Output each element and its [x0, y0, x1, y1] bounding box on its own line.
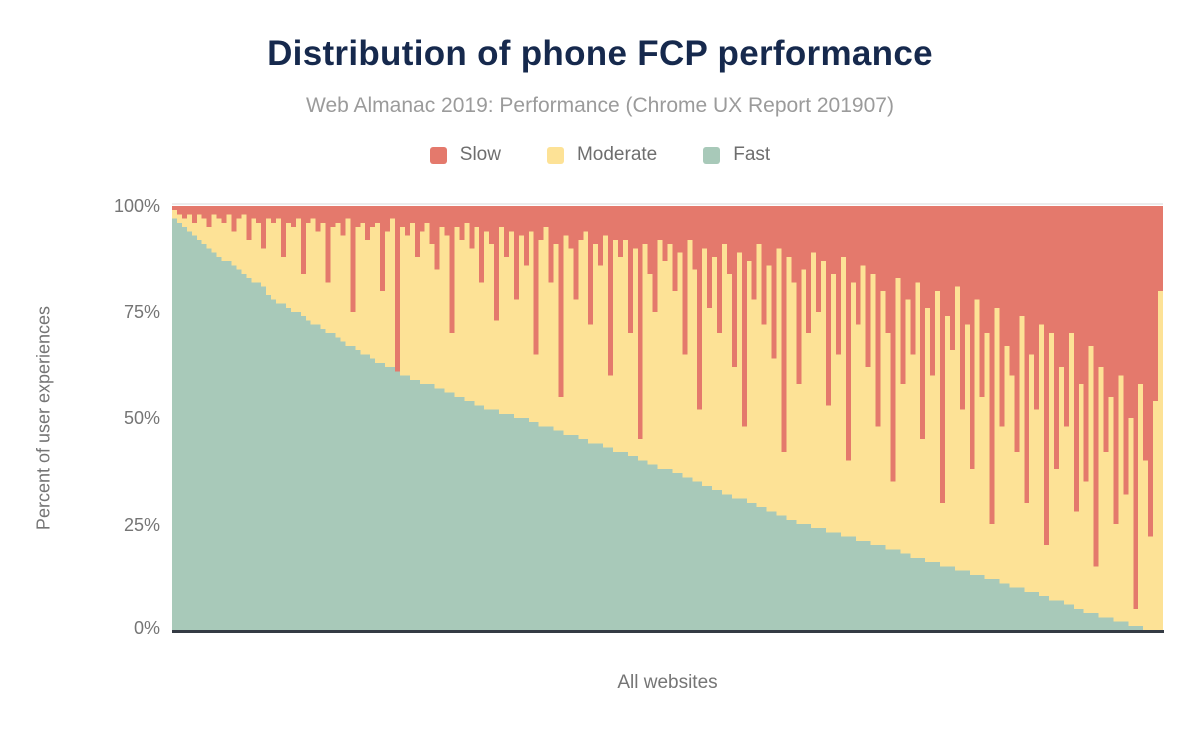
slow-color-swatch-icon — [429, 146, 447, 164]
stacked-bar-plot — [172, 206, 1163, 630]
gridline-100-percent — [172, 203, 1163, 205]
stacked-bars-svg — [172, 206, 1163, 630]
y-tick-50: 50% — [123, 408, 160, 428]
x-axis-title: All websites — [617, 672, 718, 693]
fast-color-swatch-icon — [703, 146, 721, 164]
legend: Slow Moderate Fast — [0, 142, 1200, 168]
y-tick-0: 0% — [133, 618, 160, 638]
moderate-color-swatch-icon — [546, 146, 564, 164]
x-axis-line — [172, 630, 1164, 633]
chart-subtitle: Web Almanac 2019: Performance (Chrome UX… — [306, 94, 894, 117]
legend-item-slow[interactable]: Slow — [429, 144, 501, 166]
y-tick-25: 25% — [123, 515, 160, 535]
legend-item-fast[interactable]: Fast — [703, 144, 770, 166]
y-tick-100: 100% — [113, 196, 160, 216]
legend-label-moderate: Moderate — [576, 144, 658, 165]
chart-title: Distribution of phone FCP performance — [267, 34, 933, 73]
legend-label-fast: Fast — [733, 144, 771, 165]
y-tick-75: 75% — [123, 302, 160, 322]
legend-item-moderate[interactable]: Moderate — [546, 144, 658, 166]
legend-label-slow: Slow — [459, 144, 501, 165]
